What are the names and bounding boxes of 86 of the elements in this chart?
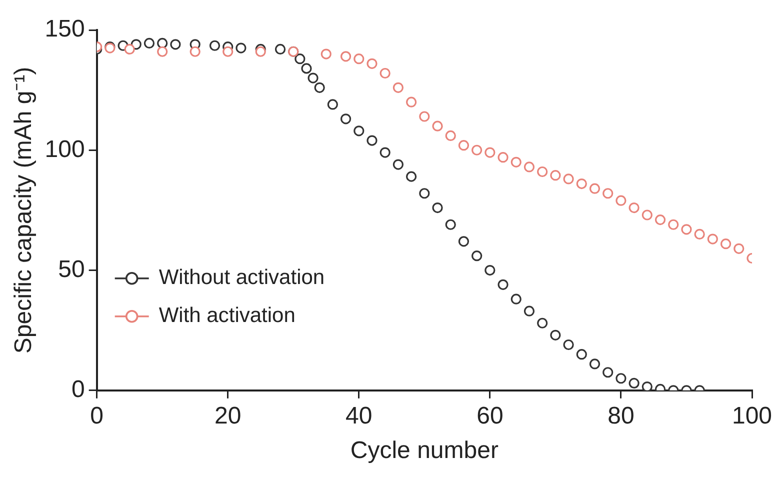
point (445, 219, 456, 230)
point (144, 38, 155, 49)
point (406, 96, 417, 108)
point (734, 243, 744, 254)
x-tick-label: 40 (346, 402, 372, 430)
point (157, 46, 168, 57)
point (380, 147, 390, 158)
point (432, 202, 443, 214)
y-tick-label: 50 (58, 256, 85, 283)
y-tick-label: 0 (71, 376, 85, 404)
point (472, 250, 482, 262)
point (563, 339, 574, 350)
x-tick-label: 60 (476, 402, 504, 430)
point (510, 156, 522, 168)
point (340, 114, 352, 124)
point (602, 188, 614, 199)
point (628, 378, 640, 388)
x-tick-label: 80 (608, 402, 634, 430)
legend-label: Without activation (158, 266, 325, 290)
point (510, 294, 522, 304)
point (366, 135, 378, 146)
point (616, 373, 626, 384)
point (498, 279, 508, 290)
x-tick-label: 20 (214, 402, 242, 430)
y-tick-label: 100 (44, 136, 85, 163)
point (190, 46, 200, 57)
point (222, 46, 234, 57)
point (170, 39, 181, 50)
point (320, 48, 332, 60)
point (419, 111, 430, 122)
point (458, 140, 470, 151)
point (642, 210, 652, 220)
point (432, 120, 443, 132)
point (340, 51, 352, 62)
point (308, 72, 318, 84)
point (550, 170, 561, 181)
point (209, 40, 220, 51)
point (550, 330, 561, 340)
point (458, 236, 470, 247)
point (301, 63, 312, 74)
point (354, 126, 364, 136)
point (236, 42, 246, 54)
point (707, 234, 718, 244)
point (524, 306, 535, 316)
point (327, 99, 338, 110)
point (406, 171, 417, 182)
point (366, 58, 378, 69)
point (274, 44, 286, 55)
legend-label: With activation (158, 304, 296, 328)
point (445, 130, 456, 142)
point (602, 367, 614, 378)
point (124, 44, 135, 55)
point (654, 214, 666, 226)
point (524, 162, 535, 172)
point (694, 228, 705, 240)
point (472, 144, 482, 156)
point (294, 54, 306, 64)
y-axis-title: Specific capacity (mAh g⁻¹) (10, 66, 38, 354)
point (537, 318, 548, 328)
point (392, 159, 404, 170)
point (157, 38, 168, 49)
y-tick-label: 150 (44, 16, 85, 43)
point (380, 68, 390, 79)
point (668, 219, 679, 230)
point (484, 264, 496, 276)
point (589, 183, 600, 194)
point (484, 147, 496, 158)
point (537, 166, 548, 178)
point (628, 202, 640, 214)
point (616, 195, 626, 206)
point (642, 381, 652, 390)
point (681, 224, 692, 235)
point (576, 178, 587, 190)
x-axis-title: Cycle number (350, 437, 498, 464)
point (419, 188, 430, 199)
point (392, 82, 404, 93)
point (720, 238, 732, 250)
point (563, 174, 574, 184)
point (255, 46, 266, 57)
point (354, 54, 364, 64)
point (576, 349, 587, 360)
point (314, 82, 325, 93)
x-tick-label: 100 (732, 402, 772, 430)
point (498, 152, 508, 163)
x-tick-label: 0 (90, 402, 104, 430)
point (589, 358, 600, 370)
